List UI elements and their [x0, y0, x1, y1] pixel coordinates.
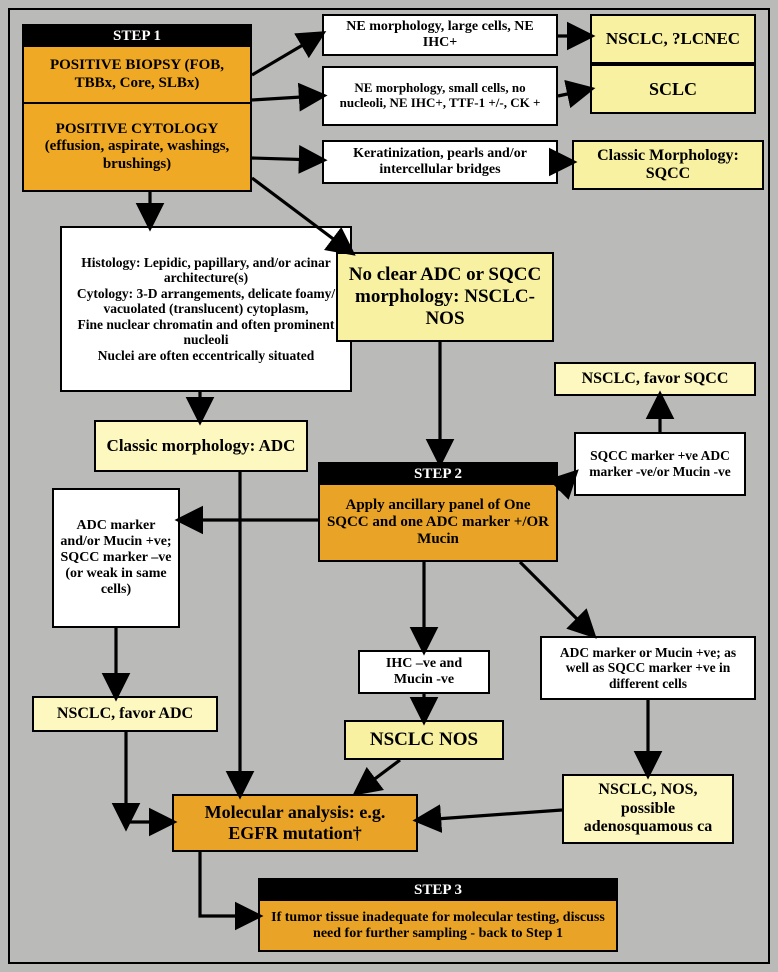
step2-box: STEP 2 Apply ancillary panel of One SQCC…: [318, 462, 558, 562]
nsclc-nos-box: NSCLC NOS: [344, 720, 504, 760]
ne-small-text: NE morphology, small cells, no nucleoli,…: [324, 77, 556, 115]
keratinization-box: Keratinization, pearls and/or intercellu…: [322, 140, 558, 184]
adenosq-text: NSCLC, NOS, possible adenosquamous ca: [564, 777, 732, 840]
no-clear-box: No clear ADC or SQCC morphology: NSCLC-N…: [336, 252, 554, 342]
classic-sqcc-box: Classic Morphology: SQCC: [572, 140, 764, 190]
nsclc-lcnec-box: NSCLC, ?LCNEC: [590, 14, 756, 64]
step1-box: STEP 1 POSITIVE BIOPSY (FOB, TBBx, Core,…: [22, 24, 252, 192]
step3-body: If tumor tissue inadequate for molecular…: [260, 901, 616, 950]
nsclc-nos-text: NSCLC NOS: [364, 725, 484, 755]
adc-mucin-text: ADC marker or Mucin +ve; as well as SQCC…: [542, 641, 754, 696]
step3-box: STEP 3 If tumor tissue inadequate for mo…: [258, 878, 618, 952]
ne-small-box: NE morphology, small cells, no nucleoli,…: [322, 66, 558, 126]
adc-mucin-box: ADC marker or Mucin +ve; as well as SQCC…: [540, 636, 756, 700]
nsclc-lcnec-text: NSCLC, ?LCNEC: [600, 25, 746, 53]
no-clear-text: No clear ADC or SQCC morphology: NSCLC-N…: [338, 260, 552, 334]
adenosq-box: NSCLC, NOS, possible adenosquamous ca: [562, 774, 734, 844]
ne-large-box: NE morphology, large cells, NE IHC+: [322, 14, 558, 56]
histology-box: Histology: Lepidic, papillary, and/or ac…: [60, 226, 352, 392]
keratinization-text: Keratinization, pearls and/or intercellu…: [324, 142, 556, 182]
step1-cytology: POSITIVE CYTOLOGY (effusion, aspirate, w…: [24, 104, 250, 190]
sqcc-marker-text: SQCC marker +ve ADC marker -ve/or Mucin …: [576, 444, 744, 483]
sclc-box: SCLC: [590, 64, 756, 114]
classic-sqcc-text: Classic Morphology: SQCC: [574, 143, 762, 188]
histology-text: Histology: Lepidic, papillary, and/or ac…: [62, 251, 350, 368]
adc-marker-box: ADC marker and/or Mucin +ve; SQCC marker…: [52, 488, 180, 628]
ihc-neg-text: IHC –ve and Mucin -ve: [360, 652, 488, 692]
step1-header: STEP 1: [24, 26, 250, 47]
step2-body: Apply ancillary panel of One SQCC and on…: [320, 485, 556, 560]
classic-adc-text: Classic morphology: ADC: [101, 432, 302, 460]
favor-adc-text: NSCLC, favor ADC: [51, 701, 199, 727]
favor-sqcc-box: NSCLC, favor SQCC: [554, 362, 756, 396]
sclc-text: SCLC: [643, 75, 703, 104]
favor-adc-box: NSCLC, favor ADC: [32, 696, 218, 732]
molecular-box: Molecular analysis: e.g. EGFR mutation†: [172, 794, 418, 852]
step2-header: STEP 2: [320, 464, 556, 485]
ihc-neg-box: IHC –ve and Mucin -ve: [358, 650, 490, 694]
step1-biopsy: POSITIVE BIOPSY (FOB, TBBx, Core, SLBx): [24, 47, 250, 104]
adc-marker-text: ADC marker and/or Mucin +ve; SQCC marker…: [54, 514, 178, 602]
step3-header: STEP 3: [260, 880, 616, 901]
favor-sqcc-text: NSCLC, favor SQCC: [576, 366, 735, 392]
molecular-text: Molecular analysis: e.g. EGFR mutation†: [174, 798, 416, 847]
sqcc-marker-box: SQCC marker +ve ADC marker -ve/or Mucin …: [574, 432, 746, 496]
classic-adc-box: Classic morphology: ADC: [94, 420, 308, 472]
ne-large-text: NE morphology, large cells, NE IHC+: [324, 15, 556, 55]
